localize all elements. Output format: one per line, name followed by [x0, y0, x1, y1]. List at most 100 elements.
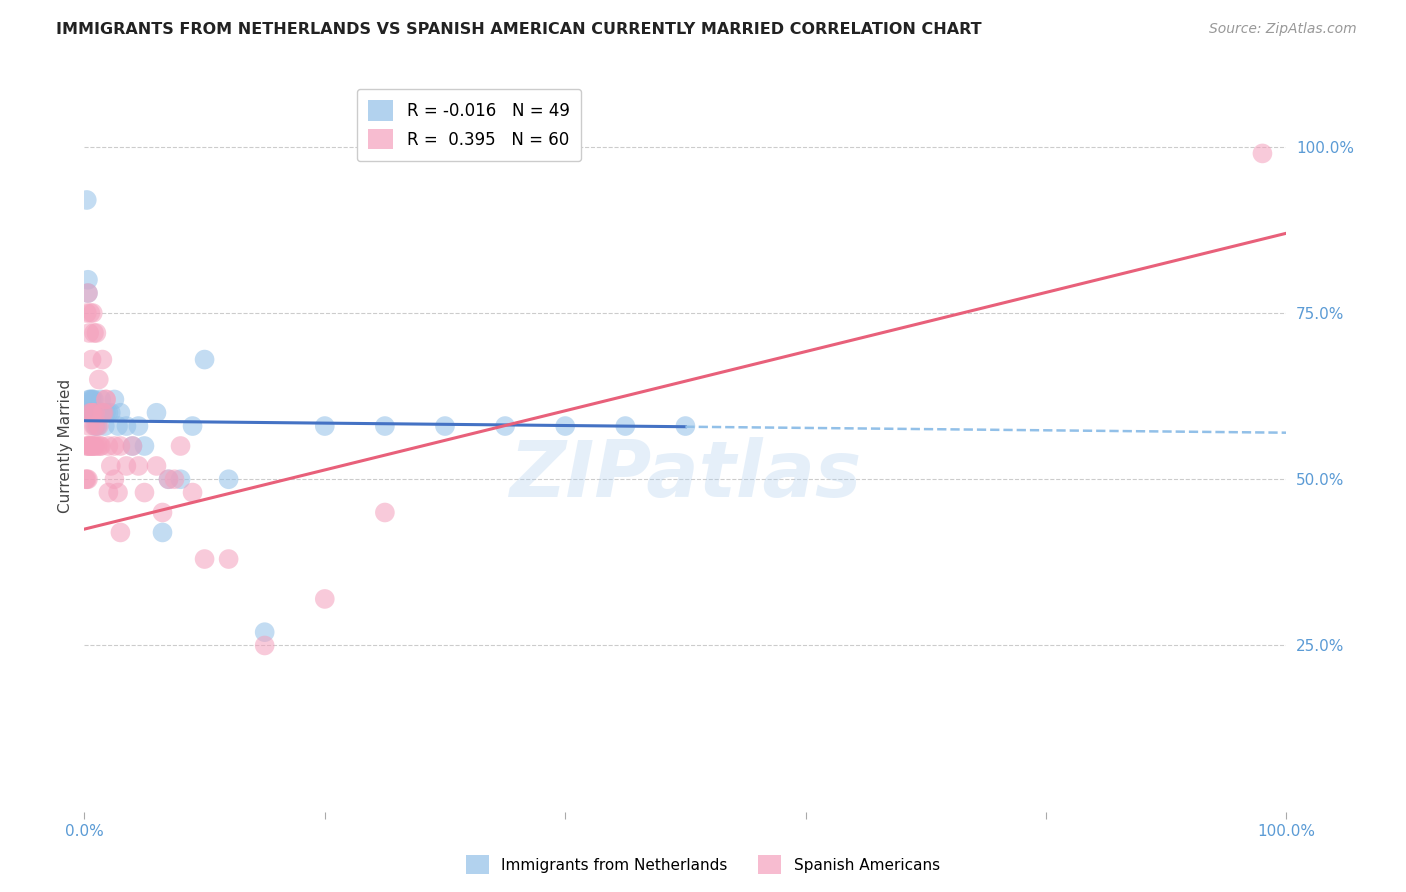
- Point: [82, 306, 104, 320]
- Point: [127, 419, 149, 434]
- Point: [218, 552, 240, 566]
- Point: [82, 392, 104, 407]
- Point: [163, 472, 186, 486]
- Point: [93, 406, 115, 420]
- Point: [121, 439, 143, 453]
- Legend: R = -0.016   N = 49, R =  0.395   N = 60: R = -0.016 N = 49, R = 0.395 N = 60: [357, 88, 581, 161]
- Point: [115, 419, 138, 434]
- Point: [94, 392, 117, 407]
- Point: [675, 419, 697, 434]
- Point: [77, 406, 100, 420]
- Point: [90, 392, 112, 407]
- Point: [80, 406, 103, 420]
- Point: [84, 419, 107, 434]
- Point: [152, 506, 174, 520]
- Point: [86, 326, 108, 340]
- Point: [157, 472, 180, 486]
- Point: [79, 439, 101, 453]
- Point: [87, 406, 110, 420]
- Point: [77, 439, 100, 453]
- Point: [89, 406, 111, 420]
- Point: [97, 485, 120, 500]
- Point: [145, 458, 167, 473]
- Text: Source: ZipAtlas.com: Source: ZipAtlas.com: [1209, 22, 1357, 37]
- Point: [86, 406, 108, 420]
- Point: [218, 472, 240, 486]
- Point: [83, 392, 105, 407]
- Point: [77, 419, 100, 434]
- Point: [494, 419, 516, 434]
- Point: [374, 506, 396, 520]
- Point: [91, 352, 114, 367]
- Point: [94, 419, 117, 434]
- Point: [82, 439, 104, 453]
- Point: [80, 352, 103, 367]
- Point: [82, 406, 104, 420]
- Point: [157, 472, 180, 486]
- Point: [76, 193, 98, 207]
- Point: [86, 419, 108, 434]
- Point: [76, 439, 98, 453]
- Point: [83, 326, 105, 340]
- Point: [169, 472, 191, 486]
- Point: [314, 591, 336, 606]
- Point: [169, 439, 191, 453]
- Point: [80, 406, 103, 420]
- Point: [97, 406, 120, 420]
- Point: [80, 392, 103, 407]
- Point: [94, 392, 117, 407]
- Y-axis label: Currently Married: Currently Married: [58, 379, 73, 513]
- Point: [127, 458, 149, 473]
- Point: [103, 392, 125, 407]
- Point: [84, 406, 107, 420]
- Point: [614, 419, 637, 434]
- Point: [86, 439, 108, 453]
- Text: ZIPatlas: ZIPatlas: [509, 437, 862, 513]
- Point: [77, 472, 100, 486]
- Point: [107, 419, 129, 434]
- Point: [80, 439, 103, 453]
- Point: [79, 406, 101, 420]
- Point: [110, 439, 132, 453]
- Point: [110, 406, 132, 420]
- Point: [253, 625, 276, 640]
- Point: [181, 419, 204, 434]
- Point: [83, 439, 105, 453]
- Point: [90, 439, 112, 453]
- Point: [194, 552, 217, 566]
- Point: [314, 419, 336, 434]
- Point: [82, 406, 104, 420]
- Point: [77, 326, 100, 340]
- Point: [86, 419, 108, 434]
- Point: [94, 406, 117, 420]
- Point: [134, 485, 156, 500]
- Point: [77, 439, 100, 453]
- Point: [253, 639, 276, 653]
- Point: [181, 485, 204, 500]
- Point: [87, 419, 110, 434]
- Point: [152, 525, 174, 540]
- Legend: Immigrants from Netherlands, Spanish Americans: Immigrants from Netherlands, Spanish Ame…: [460, 849, 946, 880]
- Point: [86, 406, 108, 420]
- Point: [100, 458, 122, 473]
- Point: [91, 406, 114, 420]
- Point: [93, 406, 115, 420]
- Point: [84, 439, 107, 453]
- Point: [97, 439, 120, 453]
- Point: [77, 286, 100, 301]
- Point: [91, 406, 114, 420]
- Point: [79, 306, 101, 320]
- Point: [194, 352, 217, 367]
- Point: [83, 419, 105, 434]
- Point: [107, 485, 129, 500]
- Point: [554, 419, 576, 434]
- Point: [87, 372, 110, 386]
- Point: [103, 439, 125, 453]
- Point: [110, 525, 132, 540]
- Point: [77, 273, 100, 287]
- Point: [84, 406, 107, 420]
- Point: [434, 419, 457, 434]
- Point: [121, 439, 143, 453]
- Point: [76, 306, 98, 320]
- Point: [77, 286, 100, 301]
